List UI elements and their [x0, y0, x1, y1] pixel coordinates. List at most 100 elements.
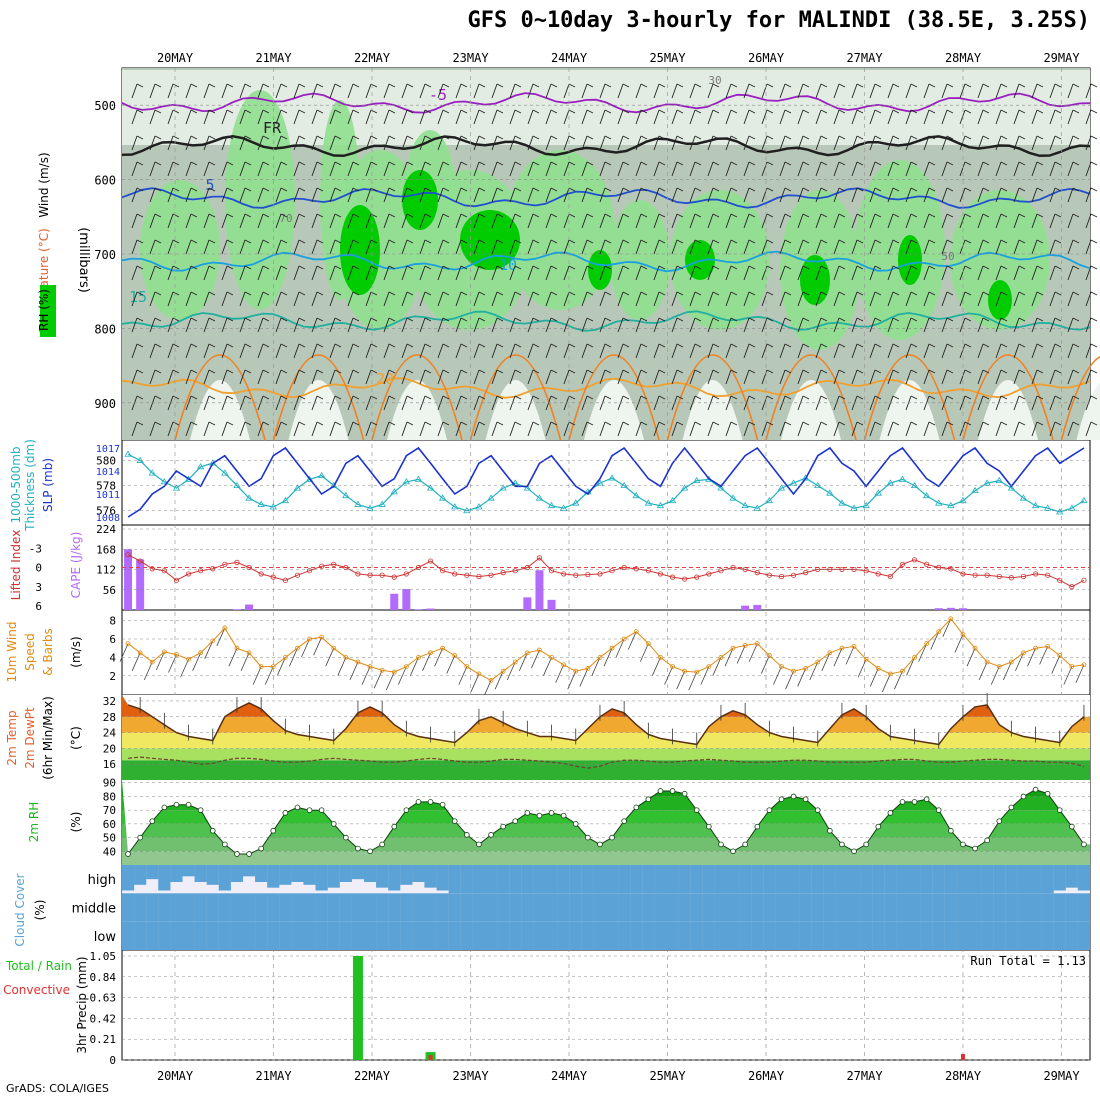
date-label-top: 27MAY — [846, 51, 883, 65]
wind-barb-flag — [748, 187, 756, 192]
wind-barb — [491, 421, 498, 437]
wind-barb-flag — [244, 291, 252, 296]
wind-barb-10m — [301, 638, 310, 658]
wind-barb-flag — [856, 187, 864, 192]
wind-barb-10m — [833, 648, 843, 667]
wind-barb — [437, 421, 444, 437]
cloud-bar — [121, 921, 135, 950]
wind-barb-flag — [550, 369, 558, 374]
wind-barb — [905, 83, 912, 99]
wind-barb — [1085, 291, 1092, 307]
cloud-bar — [835, 921, 849, 950]
date-label-bottom: 24MAY — [551, 1069, 588, 1083]
rh-point — [585, 834, 591, 841]
wind-barb — [905, 421, 912, 437]
wind-barb — [257, 239, 264, 255]
wind-barb — [545, 109, 552, 125]
wind-barb-10m — [143, 661, 153, 681]
wind-barb — [257, 83, 264, 99]
wind-barb-flag — [1090, 421, 1098, 426]
wind-barb-flag — [928, 213, 936, 218]
wind-barb — [527, 213, 534, 229]
wind-barb — [869, 161, 876, 177]
wind-barb — [455, 135, 462, 151]
wind-barb — [545, 421, 552, 437]
thickness-point — [354, 500, 362, 507]
wind-barb — [185, 187, 192, 203]
wind-barb-flag — [352, 83, 360, 88]
wind-barb — [185, 239, 192, 255]
cloud-bar — [242, 921, 256, 950]
cloud-bar — [908, 865, 921, 894]
thickness-point — [632, 491, 640, 499]
cloud-bar — [146, 865, 159, 880]
wind-barb-10m — [555, 664, 565, 683]
wind-barb-flag — [424, 213, 432, 218]
thickness-line — [127, 453, 1085, 513]
wind-barb-flag — [550, 291, 558, 296]
wind-barb — [347, 213, 354, 229]
rh-point — [294, 804, 301, 811]
wind-barb-10m — [543, 657, 552, 676]
wind-barb-flag — [694, 187, 702, 192]
rh-point — [657, 788, 664, 794]
wind-barb-flag — [676, 421, 684, 426]
wind-barb-flag — [1054, 109, 1062, 114]
wind-barb — [221, 239, 228, 255]
rh-point — [391, 823, 398, 830]
wind-speed-point — [1057, 653, 1063, 658]
wind-barb-flag — [964, 161, 972, 166]
wind-barb — [149, 265, 156, 281]
wind-barb-flag — [406, 239, 414, 244]
isotherm-line — [121, 250, 1091, 273]
wind-barb — [1085, 421, 1092, 437]
wind-barb-flag — [406, 291, 414, 296]
cloud-bar — [424, 865, 437, 888]
cloud-bar — [146, 921, 159, 950]
wind-barb — [941, 187, 948, 203]
wind-barb-flag — [226, 213, 234, 218]
rh-point — [149, 818, 156, 824]
wind-barb — [131, 421, 138, 437]
wind-barb — [761, 109, 768, 125]
wind-barb-flag — [478, 135, 486, 140]
wind-barb — [869, 291, 876, 307]
isotherm-label: 5 — [205, 176, 214, 194]
wind-speed-point — [391, 669, 397, 675]
wind-barb-flag — [154, 83, 162, 88]
li-point — [452, 571, 458, 577]
panel-frame — [121, 439, 1091, 526]
pressure-tick: 700 — [94, 248, 116, 262]
wind-barb — [617, 291, 624, 307]
wind-barb-flag — [874, 135, 882, 140]
wind-barb — [509, 369, 516, 385]
wind-barb — [275, 343, 282, 359]
wind-barb — [923, 343, 930, 359]
temp-tick: 16 — [103, 758, 116, 771]
wind-barb — [401, 161, 408, 177]
wind-barb — [959, 161, 966, 177]
thickness-point — [971, 486, 979, 494]
cloud-bar — [993, 921, 1006, 950]
wind-barb-flag — [1054, 343, 1062, 348]
wind-barb — [311, 317, 318, 333]
rh-point — [125, 851, 131, 857]
wind-barb — [635, 291, 642, 307]
thickness-label-1: 1000-500mb — [9, 446, 23, 523]
wind-barb — [995, 291, 1002, 307]
li-point — [391, 574, 397, 580]
wind-barb — [239, 317, 246, 333]
wind-barb-flag — [730, 369, 738, 374]
wind-barb-10m — [422, 652, 431, 671]
wind-barb — [1067, 213, 1074, 229]
wind-barb-flag — [244, 109, 252, 114]
rh-blob-dark — [800, 255, 830, 305]
wind-barb-flag — [856, 343, 864, 348]
wind-barb — [491, 109, 498, 125]
wind-barb — [977, 239, 984, 255]
wind-barb — [365, 369, 372, 385]
wind-barb-flag — [1000, 395, 1008, 400]
wind-barb-flag — [640, 421, 648, 426]
wind-barb-flag — [154, 135, 162, 140]
li-point — [718, 568, 724, 574]
